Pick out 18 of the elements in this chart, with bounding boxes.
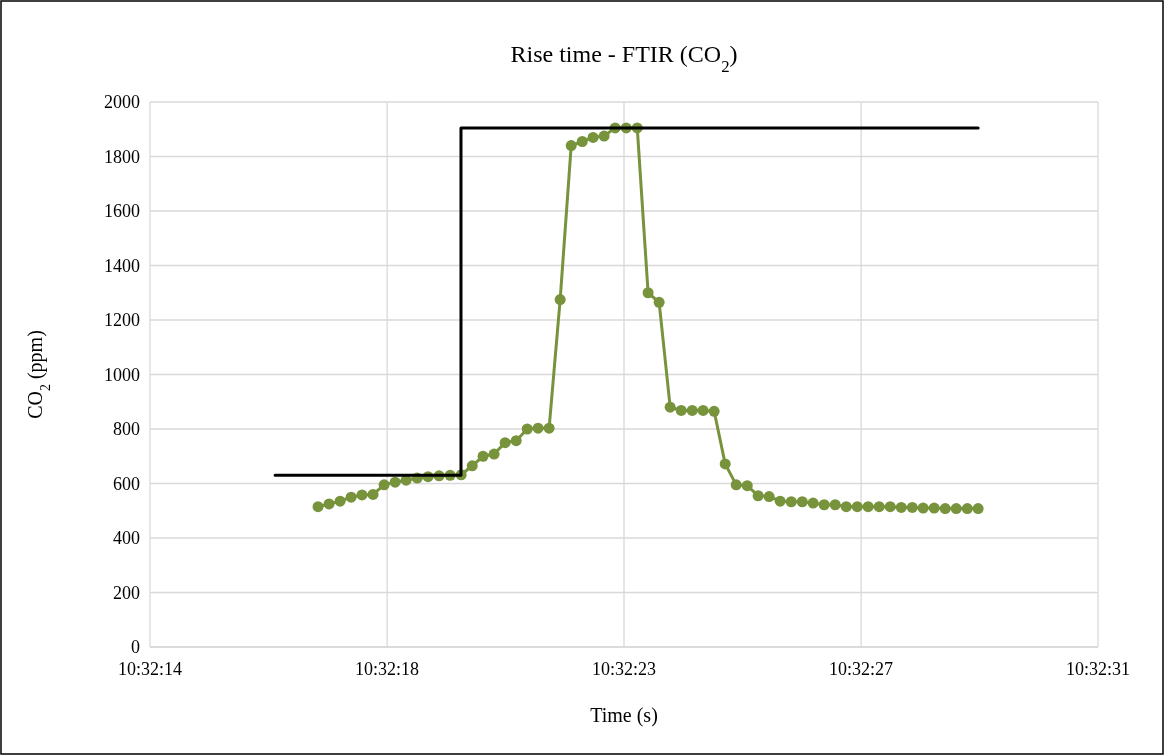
x-tick-label: 10:32:31 <box>1065 659 1131 679</box>
x-tick-label: 10:32:27 <box>829 659 894 679</box>
x-axis-title: Time (s) <box>590 704 658 727</box>
y-tick-label: 600 <box>113 473 140 494</box>
y-tick-label: 2000 <box>104 92 140 113</box>
y-tick-label: 1400 <box>104 255 140 276</box>
y-tick-label: 800 <box>113 419 140 440</box>
y-tick-label: 1000 <box>104 364 140 385</box>
x-tick-label: 10:32:14 <box>117 659 183 679</box>
x-tick-label: 10:32:23 <box>591 659 657 679</box>
y-tick-label: 400 <box>113 528 140 549</box>
y-tick-label: 0 <box>131 637 140 658</box>
y-tick-label: 1200 <box>104 310 140 331</box>
y-tick-label: 1600 <box>104 201 140 222</box>
y-tick-label: 200 <box>113 582 140 603</box>
chart-title: Rise time - FTIR (CO$_{2}$) <box>510 41 738 76</box>
y-tick-label: 1800 <box>104 146 140 167</box>
x-tick-label: 10:32:18 <box>355 659 420 679</box>
